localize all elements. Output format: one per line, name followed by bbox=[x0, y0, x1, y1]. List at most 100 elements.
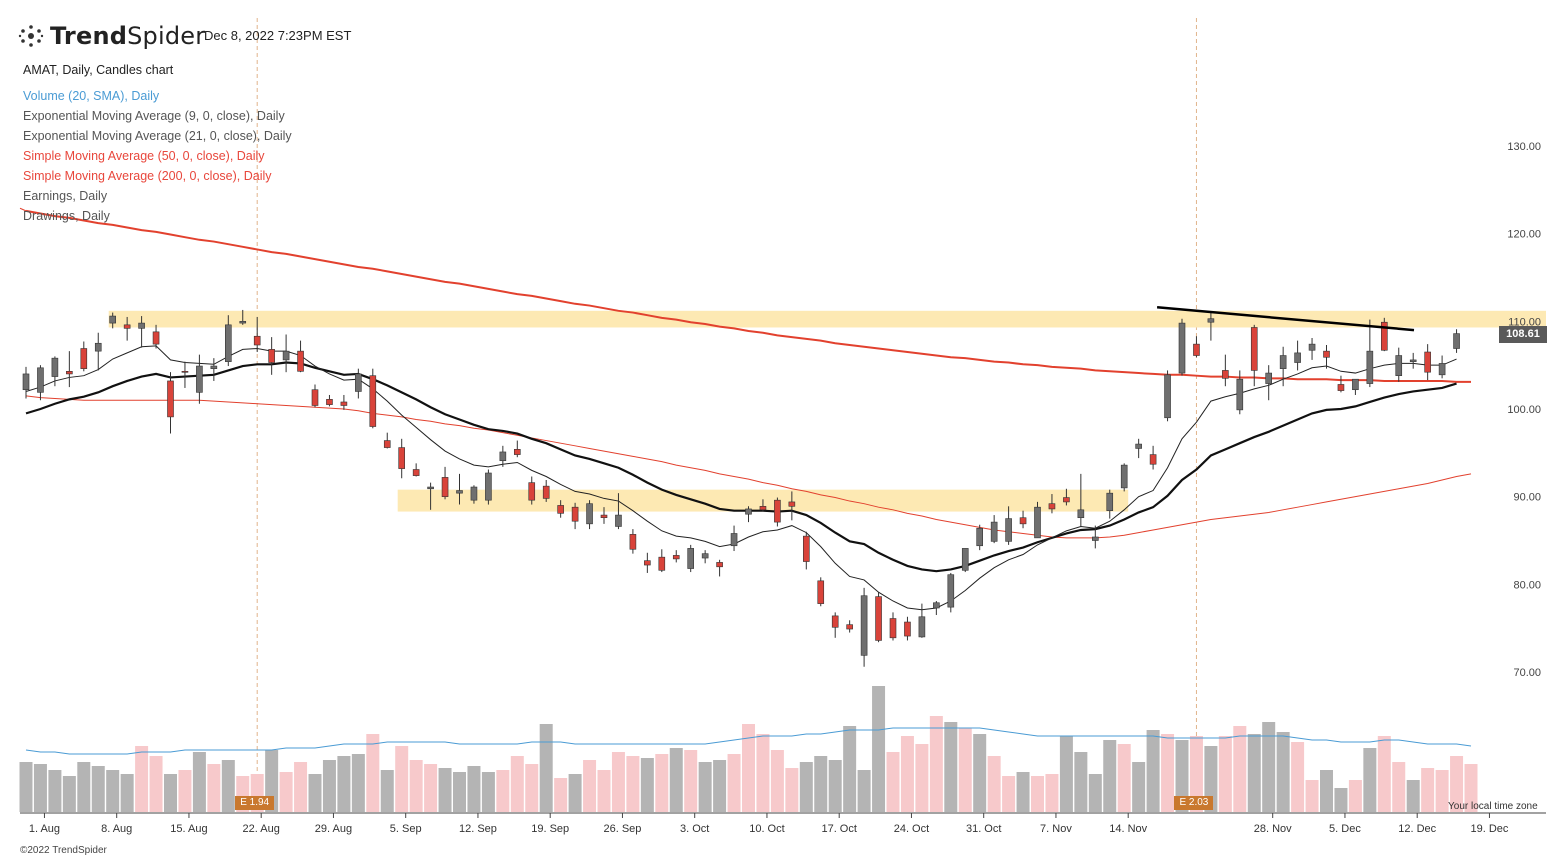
candle-body bbox=[239, 321, 247, 324]
volume-bar bbox=[1045, 774, 1059, 812]
x-tick-label: 5. Dec bbox=[1329, 823, 1361, 835]
volume-bar bbox=[1074, 752, 1088, 812]
candle-body bbox=[253, 335, 261, 346]
volume-bar bbox=[1218, 736, 1232, 812]
candle-body bbox=[383, 440, 391, 448]
x-tick-label: 31. Oct bbox=[966, 823, 1001, 835]
candle-body bbox=[1120, 464, 1128, 489]
brand-logo: TrendSpider bbox=[18, 20, 205, 52]
volume-bar bbox=[33, 764, 47, 812]
volume-bar bbox=[279, 772, 293, 812]
candle-body bbox=[297, 350, 304, 372]
candle-body bbox=[1149, 454, 1157, 465]
candle-body bbox=[1453, 333, 1460, 349]
volume-bar bbox=[583, 760, 597, 812]
x-tick-label: 24. Oct bbox=[894, 823, 929, 835]
volume-bar bbox=[727, 754, 741, 812]
candle-body bbox=[326, 399, 333, 405]
candle-body bbox=[441, 477, 449, 497]
candle-body bbox=[355, 373, 362, 392]
volume-bar bbox=[713, 760, 727, 812]
candle-body bbox=[904, 621, 911, 637]
volume-bar bbox=[539, 724, 553, 812]
volume-bar bbox=[481, 772, 495, 812]
x-tick-label: 7. Nov bbox=[1040, 823, 1072, 835]
volume-sma-line bbox=[25, 727, 1472, 755]
y-tick-label: 70.00 bbox=[1513, 667, 1541, 679]
x-tick-label: 17. Oct bbox=[821, 823, 856, 835]
volume-bar bbox=[1406, 780, 1420, 812]
legend-item-sma200[interactable]: Simple Moving Average (200, 0, close), D… bbox=[23, 169, 272, 183]
y-tick-label: 100.00 bbox=[1507, 404, 1541, 416]
volume-bar bbox=[684, 750, 698, 812]
volume-bar bbox=[973, 734, 987, 812]
candle-body bbox=[600, 514, 608, 519]
candle-body bbox=[774, 499, 781, 523]
legend-item-earnings[interactable]: Earnings, Daily bbox=[23, 189, 108, 203]
candle-body bbox=[138, 322, 145, 329]
y-tick-label: 90.00 bbox=[1513, 492, 1541, 504]
volume-bar bbox=[1435, 770, 1449, 812]
earnings-badge[interactable]: E 1.94 bbox=[235, 796, 275, 810]
candle-body bbox=[933, 602, 940, 609]
candle-body bbox=[513, 449, 521, 455]
volume-bar bbox=[1117, 744, 1131, 812]
x-tick-label: 12. Sep bbox=[459, 823, 497, 835]
volume-bar bbox=[106, 770, 120, 812]
volume-bar bbox=[944, 722, 958, 812]
volume-bar bbox=[554, 778, 568, 812]
candle-body bbox=[875, 596, 882, 641]
legend-item-volume[interactable]: Volume (20, SMA), Daily bbox=[23, 89, 160, 103]
candle-body bbox=[1424, 351, 1431, 373]
volume-bar bbox=[510, 756, 524, 812]
legend-item-ema21[interactable]: Exponential Moving Average (21, 0, close… bbox=[23, 129, 292, 143]
x-tick-label: 12. Dec bbox=[1398, 823, 1436, 835]
zone-rect bbox=[108, 310, 1547, 328]
x-tick-label: 10. Oct bbox=[749, 823, 784, 835]
candle-body bbox=[961, 548, 969, 571]
candle-body bbox=[802, 535, 810, 562]
volume-bar bbox=[48, 770, 62, 812]
volume-bar bbox=[207, 764, 221, 812]
earnings-badge[interactable]: E 2.03 bbox=[1174, 796, 1214, 810]
volume-bar bbox=[62, 776, 76, 812]
candle-body bbox=[1265, 372, 1272, 384]
volume-bar bbox=[467, 766, 481, 812]
volume-bar bbox=[135, 746, 149, 812]
volume-bar bbox=[1103, 740, 1117, 812]
candle-body bbox=[485, 472, 492, 501]
candle-body bbox=[947, 574, 955, 608]
volume-bar bbox=[1233, 726, 1247, 812]
spider-icon bbox=[18, 23, 44, 49]
candle-body bbox=[37, 367, 44, 393]
volume-bar bbox=[19, 762, 33, 812]
x-tick-label: 22. Aug bbox=[243, 823, 280, 835]
candle-body bbox=[282, 350, 290, 361]
candle-body bbox=[788, 501, 796, 507]
volume-bar bbox=[1348, 780, 1362, 812]
candle-body bbox=[1438, 363, 1446, 376]
legend-item-sma50[interactable]: Simple Moving Average (50, 0, close), Da… bbox=[23, 149, 265, 163]
volume-bar bbox=[857, 770, 871, 812]
volume-bar bbox=[814, 756, 828, 812]
candle-body bbox=[528, 482, 536, 501]
candle-body bbox=[499, 451, 507, 462]
volume-bar bbox=[453, 772, 466, 812]
volume-bar bbox=[1247, 734, 1261, 812]
sma200-line-ext bbox=[19, 207, 27, 212]
volume-bar bbox=[742, 724, 755, 812]
candle-body bbox=[1352, 378, 1359, 391]
volume-bar bbox=[1464, 764, 1478, 812]
legend-item-ema9[interactable]: Exponential Moving Average (9, 0, close)… bbox=[23, 109, 285, 123]
axes: 70.00 80.00 90.00 100.00 110.00 120.00 130.00 1… bbox=[20, 141, 1546, 835]
volume-bar bbox=[886, 752, 900, 812]
y-tick-label: 130.00 bbox=[1507, 141, 1541, 153]
candle-body bbox=[1279, 355, 1287, 369]
volume-bar bbox=[149, 756, 163, 812]
candle-body bbox=[817, 580, 825, 604]
x-tick-label: 8. Aug bbox=[101, 823, 132, 835]
legend-item-drawings[interactable]: Drawings, Daily bbox=[23, 209, 110, 223]
sma50-line bbox=[25, 395, 1472, 539]
candle-body bbox=[1193, 343, 1200, 356]
